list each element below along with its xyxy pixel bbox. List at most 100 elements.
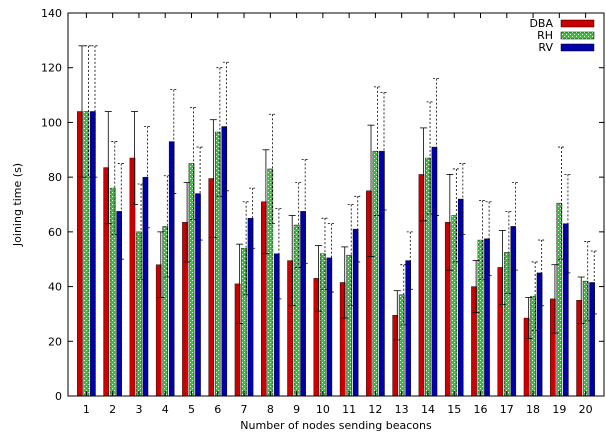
y-axis-label: Joining time (s): [11, 163, 24, 247]
legend-swatch: [560, 19, 595, 28]
error-bar-dba-10: [314, 245, 322, 312]
x-tick-label: 4: [162, 403, 169, 416]
error-bar-rv-20: [590, 250, 598, 315]
y-tick-label: 100: [41, 116, 62, 129]
error-bar-rh-6: [216, 67, 224, 197]
legend-label: DBA: [529, 17, 553, 30]
bar-rv-3: [142, 176, 149, 397]
y-tick-label: 20: [48, 335, 62, 348]
error-bar-dba-5: [183, 182, 191, 263]
error-bar-dba-17: [498, 230, 506, 305]
error-bar-rv-8: [275, 208, 283, 300]
plot-area: [68, 13, 604, 396]
error-bar-rh-2: [111, 141, 119, 235]
error-bar-rv-10: [327, 223, 335, 293]
bar-rh-14: [425, 157, 431, 397]
legend-swatch: [560, 43, 595, 52]
error-bar-rh-12: [374, 86, 382, 216]
error-bar-dba-9: [288, 215, 296, 307]
bar-rv-4: [168, 141, 175, 397]
error-bar-rv-2: [117, 163, 125, 260]
plot-frame: [67, 12, 605, 397]
bar-rv-18: [536, 272, 543, 397]
bars-layer: [77, 111, 595, 397]
bar-rv-8: [274, 253, 280, 397]
error-bar-rh-13: [400, 264, 408, 326]
bar-rv-9: [300, 211, 306, 397]
x-tick-label: 20: [579, 403, 593, 416]
y-tick-label: 80: [48, 171, 62, 184]
bar-rv-10: [326, 257, 333, 397]
error-bar-dba-13: [393, 290, 401, 341]
error-bar-rh-9: [295, 182, 303, 268]
error-bar-rh-5: [190, 106, 198, 220]
error-bar-rv-13: [406, 231, 414, 290]
error-bar-rh-15: [452, 168, 460, 263]
bar-rv-19: [563, 223, 569, 397]
error-bar-rv-4: [170, 89, 178, 194]
error-bar-dba-8: [262, 149, 270, 255]
error-bar-rh-4: [163, 175, 171, 278]
error-bar-rv-7: [249, 187, 257, 249]
x-tick-label: 17: [500, 403, 514, 416]
error-bar-rv-18: [538, 239, 546, 307]
error-bar-rv-1: [91, 45, 99, 178]
y-tick-label: 120: [41, 62, 62, 75]
error-bar-rv-3: [144, 126, 152, 229]
error-bar-rh-3: [137, 183, 145, 281]
error-bar-dba-3: [131, 111, 139, 205]
x-tick-label: 11: [342, 403, 356, 416]
x-tick-label: 3: [135, 403, 142, 416]
x-axis-label: Number of nodes sending beacons: [240, 419, 432, 432]
x-tick-label: 7: [241, 403, 248, 416]
error-bar-dba-20: [577, 276, 585, 324]
error-bar-rv-11: [354, 195, 362, 263]
error-bar-rv-14: [433, 78, 441, 216]
error-bar-dba-18: [525, 297, 533, 339]
error-bar-dba-4: [157, 231, 165, 298]
error-bar-rh-14: [426, 101, 434, 215]
y-tick-label: 0: [55, 390, 62, 403]
error-bars-layer: [78, 45, 598, 341]
error-bar-rv-9: [301, 158, 309, 264]
legend-item-rv: RV: [538, 41, 595, 54]
bar-rv-2: [116, 211, 122, 397]
x-tick-label: 16: [474, 403, 488, 416]
x-tick-label: 6: [214, 403, 221, 416]
bar-rh-11: [346, 254, 352, 397]
error-bar-dba-1: [78, 45, 86, 178]
error-bar-rv-12: [380, 91, 388, 211]
error-bar-rv-5: [196, 146, 204, 241]
error-bar-rh-1: [84, 45, 92, 178]
error-bar-rh-10: [321, 217, 329, 290]
error-bar-dba-6: [209, 119, 217, 238]
error-bar-rv-16: [485, 201, 493, 277]
error-bar-rv-15: [459, 163, 467, 235]
x-tick-label: 1: [83, 403, 90, 416]
y-tick-label: 60: [48, 226, 62, 239]
error-bar-dba-2: [104, 111, 112, 225]
error-bar-rh-11: [347, 204, 355, 307]
error-bar-dba-19: [551, 264, 559, 334]
error-bar-dba-7: [236, 243, 244, 324]
legend-swatch: [560, 31, 595, 40]
error-bar-rv-19: [564, 174, 572, 274]
error-bar-rh-7: [242, 201, 250, 296]
legend-item-dba: DBA: [529, 17, 595, 30]
error-bar-rh-17: [505, 210, 513, 294]
error-bar-dba-11: [341, 246, 349, 319]
x-tick-label: 9: [293, 403, 300, 416]
y-axis: 0 20 40 60 80 100 120 140: [41, 7, 604, 403]
y-tick-label: 140: [41, 7, 62, 20]
x-tick-label: 19: [552, 403, 566, 416]
bar-rh-16: [477, 239, 484, 397]
x-tick-label: 18: [526, 403, 540, 416]
x-tick-label: 10: [316, 403, 330, 416]
error-bar-rh-18: [531, 261, 539, 331]
bar-rh-6: [214, 131, 221, 397]
bar-rv-12: [379, 150, 385, 397]
error-bar-rh-16: [479, 199, 487, 281]
error-bar-rv-17: [511, 182, 519, 271]
